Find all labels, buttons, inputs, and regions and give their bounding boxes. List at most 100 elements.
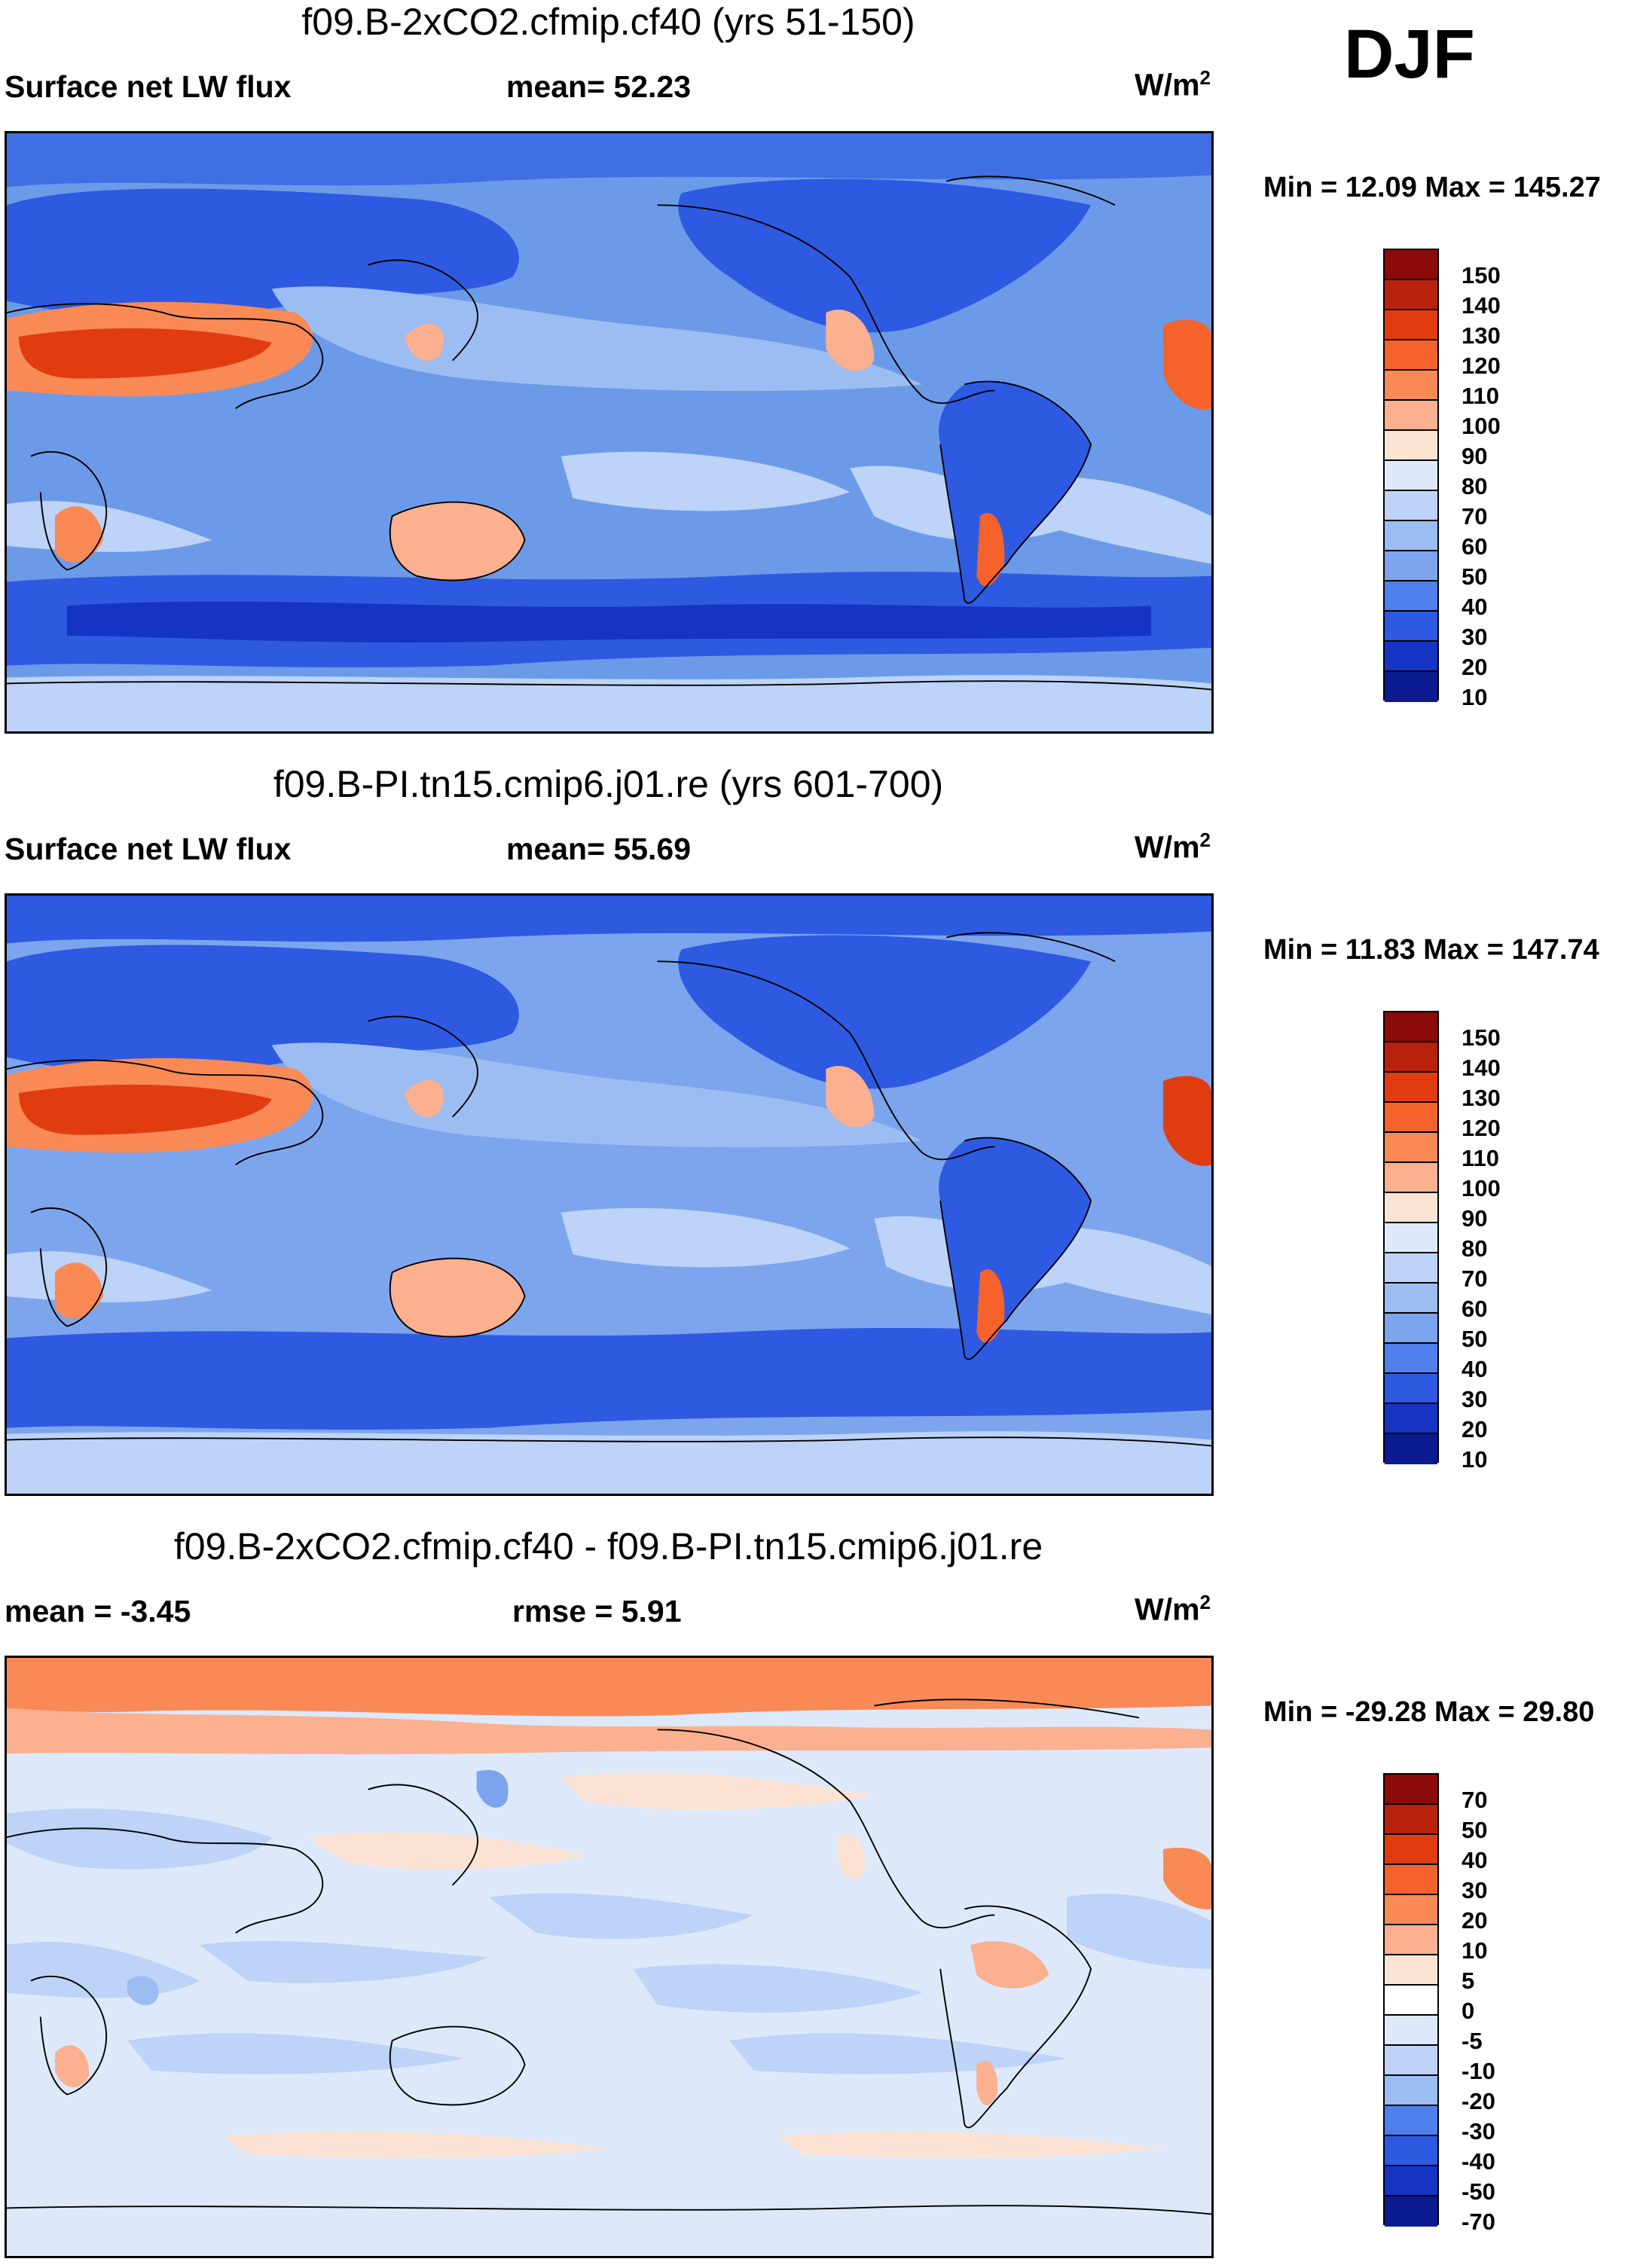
colorbar-label: 40 [1462, 1847, 1488, 1873]
colorbar-label: 80 [1462, 1235, 1488, 1262]
colorbar-swatch [1385, 1284, 1437, 1314]
colorbar-swatch [1385, 1955, 1437, 1986]
panel-1-minmax: Min = 12.09 Max = 145.27 [1263, 172, 1601, 203]
colorbar-swatch [1385, 1344, 1437, 1374]
colorbar-swatch [1385, 551, 1437, 581]
panel-1-mean-label: mean= 52.23 [506, 69, 692, 104]
colorbar-swatch [1385, 1805, 1437, 1835]
colorbar-swatch [1385, 1073, 1437, 1103]
colorbar-swatch [1385, 1042, 1437, 1073]
colorbar-label: 80 [1462, 473, 1488, 499]
colorbar-label: 30 [1462, 1877, 1488, 1903]
panel-3-map-svg [7, 1658, 1211, 2256]
colorbar-label: 70 [1462, 503, 1488, 530]
colorbar-swatch [1385, 2016, 1437, 2046]
panel-3-colorbar [1383, 1773, 1439, 2227]
colorbar-label: 70 [1462, 1787, 1488, 1813]
panel-3-minmax: Min = -29.28 Max = 29.80 [1263, 1696, 1595, 1728]
colorbar-label: -40 [1462, 2148, 1495, 2175]
colorbar-label: 20 [1462, 654, 1488, 680]
colorbar-label: 130 [1462, 322, 1501, 349]
colorbar-swatch [1385, 1775, 1437, 1805]
colorbar-label: 0 [1462, 1998, 1475, 2024]
colorbar-swatch [1385, 2106, 1437, 2136]
panel-3-mean-label: mean = -3.45 [5, 1594, 191, 1629]
colorbar-swatch [1385, 2076, 1437, 2106]
colorbar-swatch [1385, 521, 1437, 551]
colorbar-swatch [1385, 1925, 1437, 1955]
colorbar-swatch [1385, 2046, 1437, 2076]
colorbar-label: 140 [1462, 1055, 1501, 1081]
colorbar-swatch [1385, 1314, 1437, 1344]
panel-3-rmse-label: rmse = 5.91 [512, 1594, 682, 1629]
colorbar-swatch [1385, 2166, 1437, 2196]
colorbar-label: 150 [1462, 1024, 1501, 1051]
panel-2-variable-label: Surface net LW flux [5, 832, 292, 866]
colorbar-swatch [1385, 672, 1437, 702]
colorbar-label: 20 [1462, 1416, 1488, 1442]
colorbar-swatch [1385, 1163, 1437, 1193]
colorbar-swatch [1385, 491, 1437, 521]
colorbar-label: 130 [1462, 1085, 1501, 1111]
panel-2-map [5, 893, 1214, 1496]
colorbar-swatch [1385, 371, 1437, 401]
colorbar-label: 140 [1462, 292, 1501, 319]
colorbar-swatch [1385, 1374, 1437, 1404]
panel-1-variable-label: Surface net LW flux [5, 69, 292, 104]
colorbar-label: 20 [1462, 1907, 1488, 1934]
colorbar-swatch [1385, 1895, 1437, 1925]
colorbar-label: 60 [1462, 1296, 1488, 1322]
colorbar-swatch [1385, 1133, 1437, 1163]
colorbar-swatch [1385, 1434, 1437, 1464]
colorbar-label: 10 [1462, 684, 1488, 710]
panel-1-units: W/m2 [1135, 66, 1211, 102]
colorbar-label: 5 [1462, 1967, 1475, 1994]
colorbar-label: -50 [1462, 2178, 1495, 2205]
colorbar-swatch [1385, 1865, 1437, 1895]
colorbar-swatch [1385, 1986, 1437, 2016]
colorbar-label: -5 [1462, 2028, 1483, 2054]
panel-3-map [5, 1656, 1214, 2258]
colorbar-swatch [1385, 340, 1437, 371]
colorbar-label: 70 [1462, 1265, 1488, 1292]
colorbar-label: 90 [1462, 1205, 1488, 1232]
colorbar-swatch [1385, 642, 1437, 672]
colorbar-swatch [1385, 280, 1437, 310]
panel-1-colorbar [1383, 249, 1439, 702]
panel-1-map [5, 131, 1214, 734]
colorbar-label: -20 [1462, 2088, 1495, 2114]
colorbar-label: 100 [1462, 1175, 1501, 1201]
colorbar-swatch [1385, 1012, 1437, 1042]
colorbar-label: 40 [1462, 1356, 1488, 1382]
colorbar-swatch [1385, 1193, 1437, 1223]
colorbar-swatch [1385, 431, 1437, 461]
colorbar-label: -30 [1462, 2118, 1495, 2144]
colorbar-swatch [1385, 1835, 1437, 1865]
colorbar-label: -70 [1462, 2208, 1495, 2235]
colorbar-swatch [1385, 1253, 1437, 1284]
colorbar-swatch [1385, 461, 1437, 491]
panel-1-title: f09.B-2xCO2.cfmip.cf40 (yrs 51-150) [301, 1, 915, 43]
panel-2-units: W/m2 [1135, 829, 1211, 865]
colorbar-label: 30 [1462, 1386, 1488, 1412]
colorbar-swatch [1385, 581, 1437, 612]
colorbar-label: 100 [1462, 413, 1501, 439]
panel-2-mean-label: mean= 55.69 [506, 832, 692, 866]
colorbar-swatch [1385, 2196, 1437, 2227]
colorbar-label: 90 [1462, 443, 1488, 469]
colorbar-swatch [1385, 2136, 1437, 2166]
panel-3-title: f09.B-2xCO2.cfmip.cf40 - f09.B-PI.tn15.c… [173, 1525, 1043, 1567]
colorbar-label: 50 [1462, 1817, 1488, 1843]
colorbar-label: 110 [1462, 383, 1500, 409]
season-label: DJF [1344, 16, 1475, 93]
colorbar-label: 150 [1462, 262, 1501, 288]
colorbar-label: 110 [1462, 1145, 1500, 1171]
colorbar-swatch [1385, 310, 1437, 340]
colorbar-label: 10 [1462, 1937, 1488, 1964]
colorbar-swatch [1385, 612, 1437, 642]
colorbar-swatch [1385, 250, 1437, 280]
colorbar-label: 50 [1462, 1326, 1488, 1352]
panel-2-minmax: Min = 11.83 Max = 147.74 [1263, 934, 1599, 966]
panel-2-map-svg [7, 896, 1211, 1494]
panel-1-map-svg [7, 133, 1211, 731]
